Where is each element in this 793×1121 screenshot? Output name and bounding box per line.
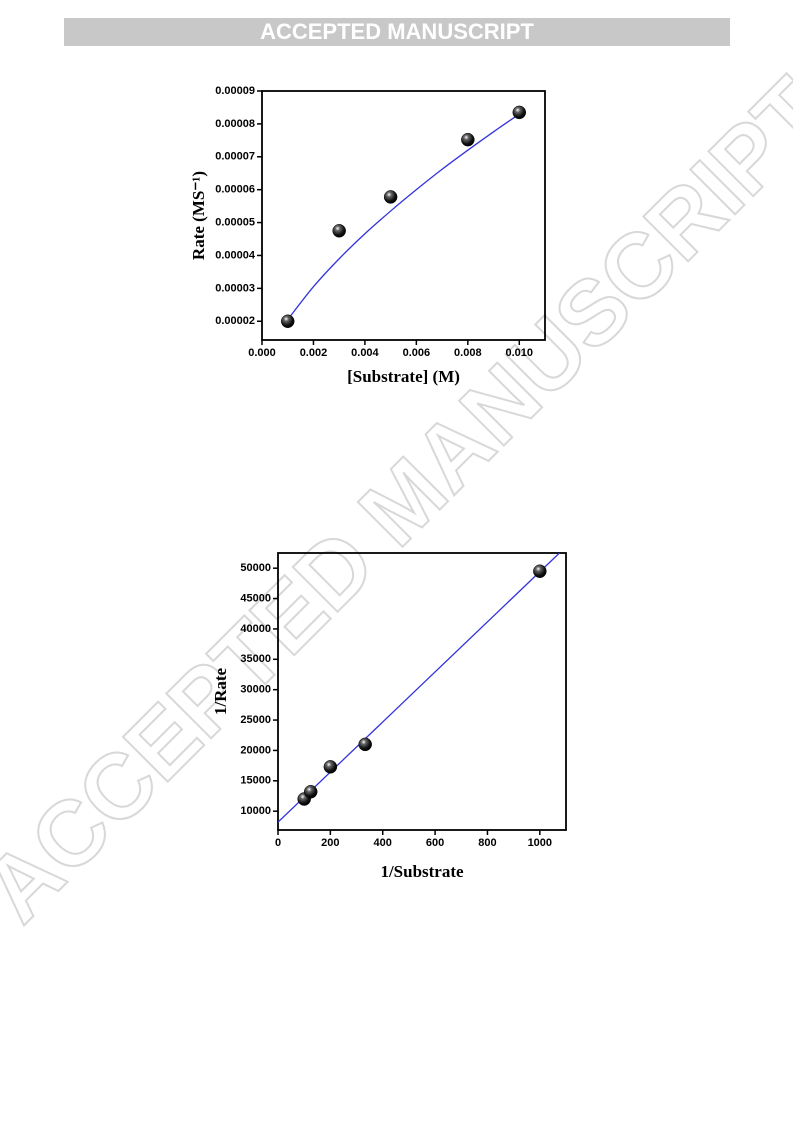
y-tick-label: 10000: [240, 805, 271, 817]
y-tick-label: 0.00007: [215, 151, 255, 163]
x-tick-label: 600: [426, 837, 444, 849]
y-tick-label: 15000: [240, 775, 271, 787]
y-axis-title: Rate (MS⁻¹): [189, 171, 208, 260]
y-axis-title: 1/Rate: [211, 667, 230, 715]
y-tick-label: 0.00002: [215, 315, 255, 327]
y-tick-label: 0.00003: [215, 282, 255, 294]
y-tick-label: 0.00009: [215, 85, 255, 97]
x-tick-label: 0.008: [454, 347, 482, 359]
fit-line: [287, 113, 520, 321]
x-tick-label: 0.002: [300, 347, 328, 359]
data-point: [332, 224, 346, 238]
data-point: [512, 105, 527, 120]
y-tick-label: 0.00008: [215, 118, 255, 130]
data-point: [280, 314, 295, 329]
x-tick-label: 1000: [528, 837, 552, 849]
y-tick-label: 0.00004: [215, 249, 256, 261]
x-tick-label: 0.004: [351, 347, 379, 359]
x-tick-label: 0: [275, 837, 281, 849]
y-tick-label: 35000: [240, 653, 271, 665]
y-tick-label: 50000: [240, 562, 271, 574]
y-tick-label: 40000: [240, 623, 271, 635]
y-tick-label: 0.00006: [215, 184, 255, 196]
banner: ACCEPTED MANUSCRIPT: [260, 19, 534, 44]
data-point: [461, 132, 475, 147]
x-tick-label: 800: [478, 837, 496, 849]
x-tick-label: 200: [321, 837, 339, 849]
x-axis-title: [Substrate] (M): [347, 367, 460, 386]
plot-frame: [261, 90, 546, 341]
fit-line: [278, 553, 560, 823]
y-tick-label: 0.00005: [215, 216, 255, 228]
banner-bg: [64, 18, 730, 46]
data-point: [533, 564, 547, 578]
x-tick-label: 0.000: [248, 347, 276, 359]
data-point: [323, 760, 338, 774]
y-tick-label: 20000: [240, 744, 271, 756]
x-tick-label: 0.006: [403, 347, 431, 359]
x-axis-title: 1/Substrate: [380, 862, 464, 881]
x-tick-label: 0.010: [506, 347, 534, 359]
y-tick-label: 25000: [240, 714, 271, 726]
data-point: [358, 737, 372, 752]
y-tick-label: 45000: [240, 592, 271, 604]
watermark: ACCEPTED MANUSCRIPT: [0, 59, 793, 941]
plot-frame: [277, 552, 567, 831]
y-tick-label: 30000: [240, 684, 271, 696]
data-point: [303, 784, 318, 799]
x-tick-label: 400: [374, 837, 392, 849]
data-point: [383, 190, 398, 204]
